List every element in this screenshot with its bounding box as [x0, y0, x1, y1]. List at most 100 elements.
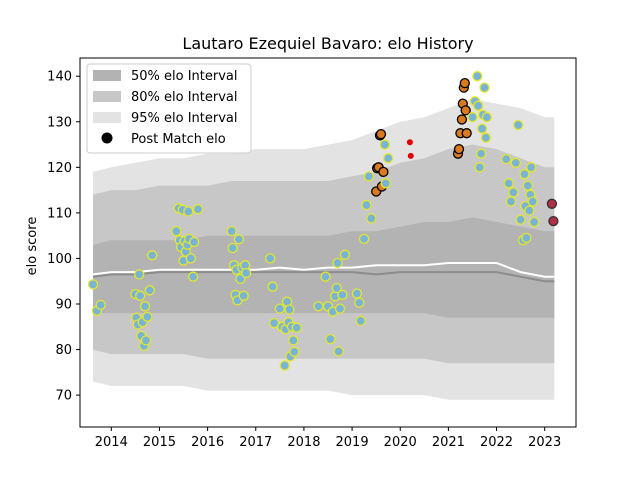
data-point	[288, 335, 299, 346]
data-point	[142, 311, 153, 322]
y-tick-label: 140	[47, 70, 72, 85]
data-points	[87, 71, 559, 371]
data-point	[475, 148, 487, 159]
data-point	[332, 257, 343, 269]
y-tick-label: 80	[55, 343, 72, 358]
legend-swatch-50	[93, 70, 121, 81]
data-point-final	[546, 198, 558, 209]
data-point	[521, 232, 532, 244]
data-point-red	[406, 139, 413, 146]
data-point-highlight	[453, 143, 465, 155]
data-point	[351, 288, 363, 299]
chart-title: Lautaro Ezequiel Bavaro: elo History	[182, 34, 473, 53]
data-point-red	[407, 152, 414, 159]
data-point	[508, 187, 519, 198]
data-point-highlight	[461, 128, 472, 139]
data-point-highlight	[460, 105, 471, 116]
data-point	[505, 196, 517, 207]
data-point	[192, 204, 204, 215]
data-point	[284, 304, 295, 315]
legend-marker-post-match	[101, 132, 113, 144]
data-point	[268, 317, 280, 329]
data-point	[361, 199, 372, 211]
data-point	[334, 303, 346, 314]
data-point	[291, 322, 302, 333]
data-point	[519, 169, 530, 180]
confidence-bands	[93, 99, 555, 400]
x-tick-label: 2018	[287, 435, 320, 450]
data-point	[147, 250, 158, 261]
data-point	[320, 271, 331, 282]
data-point	[313, 301, 324, 312]
data-point	[479, 82, 490, 93]
data-point	[185, 253, 196, 264]
data-point	[274, 303, 285, 314]
legend-label-50: 50% elo Interval	[131, 69, 238, 84]
data-point	[279, 360, 290, 371]
data-point	[354, 297, 365, 308]
y-axis-label: elo score	[25, 217, 40, 276]
data-point	[289, 346, 300, 357]
data-point	[366, 213, 377, 224]
legend-swatch-80	[93, 91, 121, 102]
legend-label-80: 80% elo Interval	[131, 90, 238, 105]
data-point	[355, 315, 366, 327]
x-axis-ticks: 2014 2015 2016 2017 2018 2019 2020 2021 2022 2023	[95, 427, 561, 450]
data-point	[227, 242, 238, 254]
data-point	[473, 100, 484, 111]
data-point	[503, 178, 514, 189]
data-point	[501, 153, 512, 165]
data-point	[472, 71, 483, 82]
x-tick-label: 2020	[384, 435, 417, 450]
x-tick-label: 2015	[143, 435, 176, 450]
data-point-highlight	[456, 114, 468, 125]
y-tick-label: 90	[55, 298, 72, 313]
data-point	[380, 178, 391, 189]
data-point	[188, 236, 200, 248]
data-point	[87, 279, 99, 290]
y-tick-label: 120	[47, 161, 72, 176]
legend: 50% elo Interval 80% elo Interval 95% el…	[86, 63, 252, 154]
data-point	[358, 233, 370, 245]
data-point	[325, 333, 336, 345]
legend-frame	[86, 63, 252, 154]
data-point	[139, 301, 151, 312]
data-point	[144, 285, 155, 296]
data-point	[240, 267, 252, 279]
data-point	[134, 269, 145, 280]
data-point	[379, 139, 390, 150]
data-point	[140, 335, 152, 346]
x-tick-label: 2023	[528, 435, 561, 450]
x-tick-label: 2021	[432, 435, 465, 450]
data-point	[265, 253, 276, 264]
trend-lines	[92, 262, 555, 283]
data-point	[480, 132, 492, 143]
x-tick-label: 2022	[480, 435, 513, 450]
legend-swatch-95	[93, 112, 121, 123]
y-tick-label: 100	[47, 252, 72, 267]
x-tick-label: 2016	[191, 435, 224, 450]
data-point	[188, 271, 199, 282]
data-point	[363, 171, 375, 182]
legend-label-95: 95% elo Interval	[131, 111, 238, 126]
data-point	[467, 112, 478, 123]
y-tick-label: 70	[55, 389, 72, 404]
y-tick-label: 130	[47, 115, 72, 130]
data-point	[383, 153, 394, 164]
data-point	[474, 162, 485, 173]
data-point	[524, 205, 535, 216]
data-point	[513, 119, 524, 131]
data-point	[337, 289, 348, 301]
legend-label-post-match: Post Match elo	[131, 132, 226, 147]
data-point	[233, 234, 245, 245]
data-point-final	[548, 215, 559, 227]
data-point	[481, 112, 493, 123]
mean-line	[92, 262, 555, 278]
data-point	[331, 282, 342, 294]
data-point	[515, 214, 526, 225]
data-point	[510, 157, 521, 168]
y-tick-label: 110	[47, 206, 72, 221]
data-point-highlight	[375, 128, 387, 140]
data-point	[526, 162, 537, 173]
